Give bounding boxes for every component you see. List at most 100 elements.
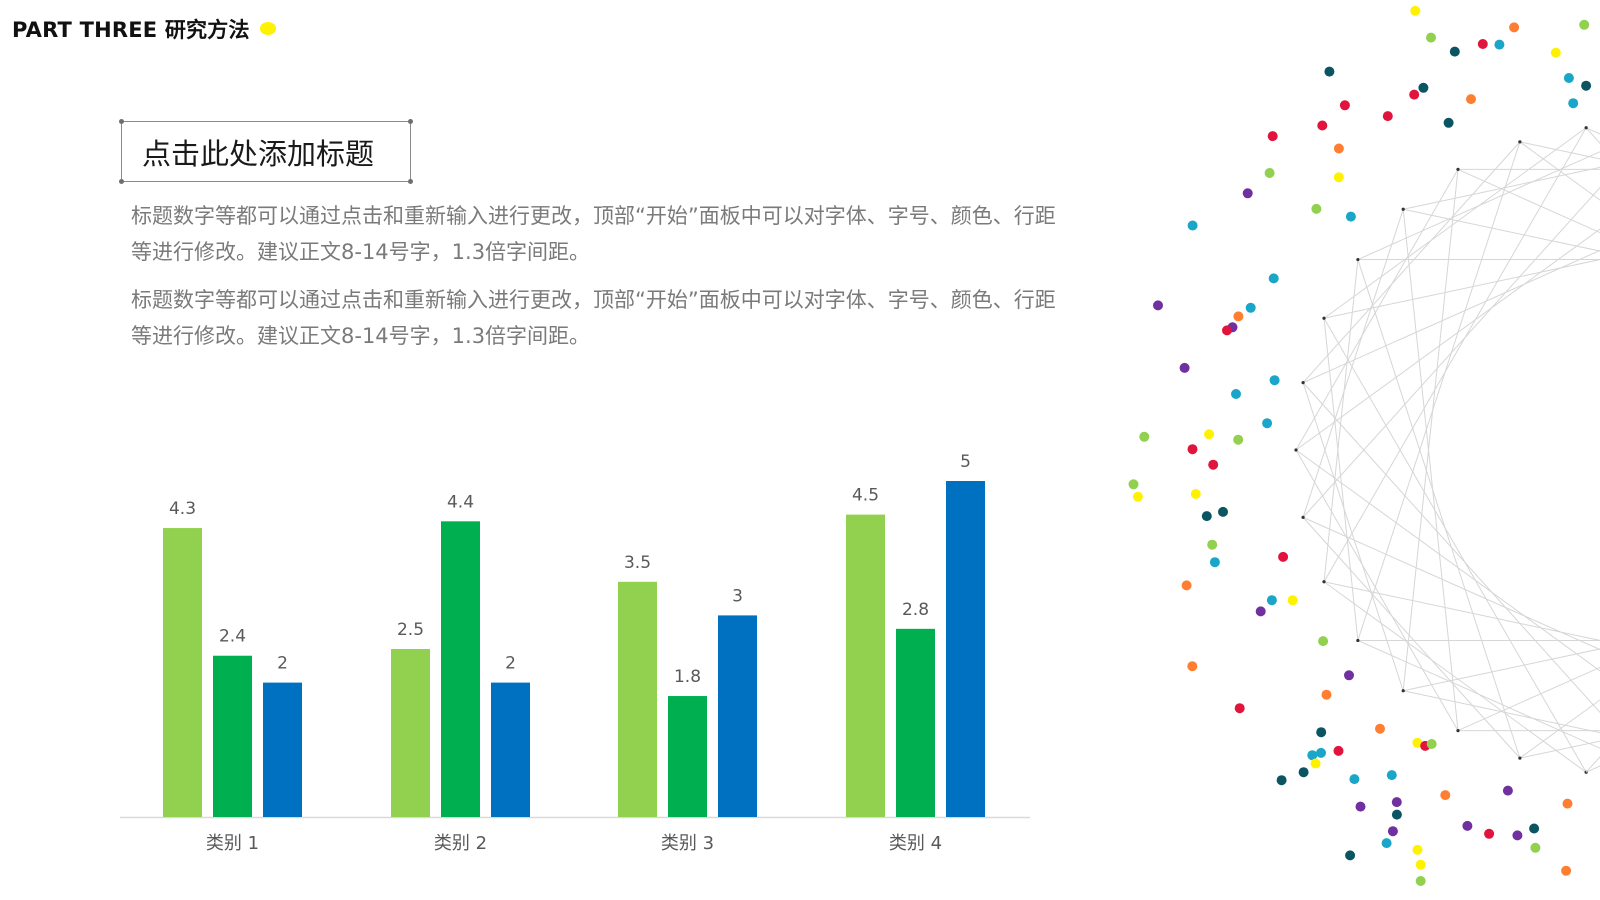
x-tick-label: 类别 1 xyxy=(206,833,259,854)
confetti-dot xyxy=(1512,830,1523,841)
confetti-dot xyxy=(1344,670,1354,681)
x-tick-label: 类别 3 xyxy=(661,833,714,854)
confetti-dot xyxy=(1132,491,1143,502)
confetti-dot xyxy=(1208,459,1219,470)
confetti-dot xyxy=(1153,300,1163,311)
confetti-dot xyxy=(1391,797,1402,808)
body-paragraph-2[interactable]: 标题数字等都可以通过点击和重新输入进行更改，顶部“开始”面板中可以对字体、字号、… xyxy=(131,288,1056,348)
confetti-dot xyxy=(1333,172,1344,183)
string-art-lines xyxy=(1294,126,1600,774)
confetti-dot xyxy=(1268,273,1279,284)
confetti-dot xyxy=(1233,311,1244,322)
data-label: 2 xyxy=(277,654,288,674)
decorative-ring-graphic xyxy=(1128,5,1600,886)
confetti-dot xyxy=(1550,47,1561,58)
confetti-dot xyxy=(1310,758,1321,769)
confetti-dot xyxy=(1339,100,1350,111)
bar-series1-cat3 xyxy=(618,581,657,817)
confetti-dot xyxy=(1530,842,1541,853)
bar-series1-cat1 xyxy=(163,528,202,817)
bar-series1-cat2 xyxy=(391,649,430,817)
x-tick-label: 类别 2 xyxy=(434,833,487,854)
data-label: 4.5 xyxy=(852,486,879,506)
confetti-dot xyxy=(1201,511,1212,522)
bar-series2-cat4 xyxy=(896,628,935,817)
resize-handle-icon[interactable] xyxy=(408,119,413,124)
confetti-dot xyxy=(1307,750,1318,761)
confetti-dot xyxy=(1561,865,1572,876)
confetti-dot xyxy=(1317,120,1328,131)
bar-series3-cat3 xyxy=(718,615,757,817)
confetti-dot xyxy=(1266,595,1277,606)
resize-handle-icon[interactable] xyxy=(119,179,124,184)
data-label: 2 xyxy=(505,654,516,674)
confetti-dot xyxy=(1426,32,1436,43)
confetti-dot xyxy=(1333,143,1344,154)
body-paragraph-1[interactable]: 标题数字等都可以通过点击和重新输入进行更改，顶部“开始”面板中可以对字体、字号、… xyxy=(131,204,1056,264)
confetti-dot xyxy=(1324,66,1335,77)
confetti-dot xyxy=(1466,94,1476,105)
bar-series2-cat1 xyxy=(213,655,252,817)
confetti-dot xyxy=(1562,798,1573,809)
confetti-dots xyxy=(1128,5,1592,886)
data-label: 2.5 xyxy=(397,620,424,640)
confetti-dot xyxy=(1262,418,1273,429)
confetti-dot xyxy=(1563,73,1574,83)
confetti-dot xyxy=(1375,723,1385,734)
confetti-dot xyxy=(1298,767,1309,778)
confetti-dot xyxy=(1187,444,1198,455)
confetti-dot xyxy=(1381,838,1392,849)
data-label: 1.8 xyxy=(674,667,701,687)
confetti-dot xyxy=(1316,727,1327,738)
confetti-dot xyxy=(1409,89,1420,100)
confetti-dot xyxy=(1218,506,1228,517)
confetti-dot xyxy=(1233,434,1244,445)
confetti-dot xyxy=(1477,39,1488,49)
data-label: 3 xyxy=(732,586,743,606)
confetti-dot xyxy=(1187,661,1198,672)
section-header: PART THREE 研究方法 xyxy=(12,14,276,44)
data-label: 2.4 xyxy=(219,627,246,647)
resize-handle-icon[interactable] xyxy=(119,119,124,124)
x-tick-label: 类别 4 xyxy=(889,833,942,854)
confetti-dot xyxy=(1415,876,1426,886)
confetti-dot xyxy=(1568,98,1579,109)
confetti-dot xyxy=(1128,479,1139,490)
confetti-dot xyxy=(1579,19,1590,30)
bar-series2-cat2 xyxy=(441,521,480,817)
title-placeholder-box[interactable]: 点击此处添加标题 xyxy=(119,119,413,184)
confetti-dot xyxy=(1502,785,1513,796)
confetti-dot xyxy=(1255,606,1266,617)
confetti-dot xyxy=(1415,859,1426,870)
confetti-dot xyxy=(1234,703,1245,714)
confetti-dot xyxy=(1484,828,1495,839)
confetti-dot xyxy=(1231,389,1241,399)
confetti-dot xyxy=(1222,325,1232,336)
confetti-dot xyxy=(1311,203,1322,214)
confetti-dot xyxy=(1449,46,1460,57)
confetti-dot xyxy=(1316,747,1326,758)
bar-series2-cat3 xyxy=(668,696,707,817)
confetti-dot xyxy=(1269,375,1280,386)
confetti-dot xyxy=(1391,809,1402,820)
confetti-dot xyxy=(1412,737,1423,748)
confetti-dot xyxy=(1382,111,1393,122)
confetti-dot xyxy=(1278,551,1289,562)
confetti-dot xyxy=(1264,168,1275,178)
confetti-dot xyxy=(1349,774,1360,785)
bar-series3-cat2 xyxy=(491,682,530,817)
confetti-dot xyxy=(1321,689,1332,700)
confetti-dot xyxy=(1204,429,1215,440)
data-label: 4.3 xyxy=(169,499,196,519)
confetti-dot xyxy=(1345,850,1356,861)
confetti-dot xyxy=(1412,844,1423,855)
confetti-dot xyxy=(1207,539,1218,550)
confetti-dot xyxy=(1181,580,1192,591)
confetti-dot xyxy=(1276,775,1287,786)
confetti-dot xyxy=(1318,636,1329,647)
bar-series3-cat4 xyxy=(946,481,985,817)
resize-handle-icon[interactable] xyxy=(408,179,413,184)
confetti-dot xyxy=(1509,22,1520,33)
slide-title[interactable]: 点击此处添加标题 xyxy=(142,136,375,171)
confetti-dot xyxy=(1267,131,1278,142)
